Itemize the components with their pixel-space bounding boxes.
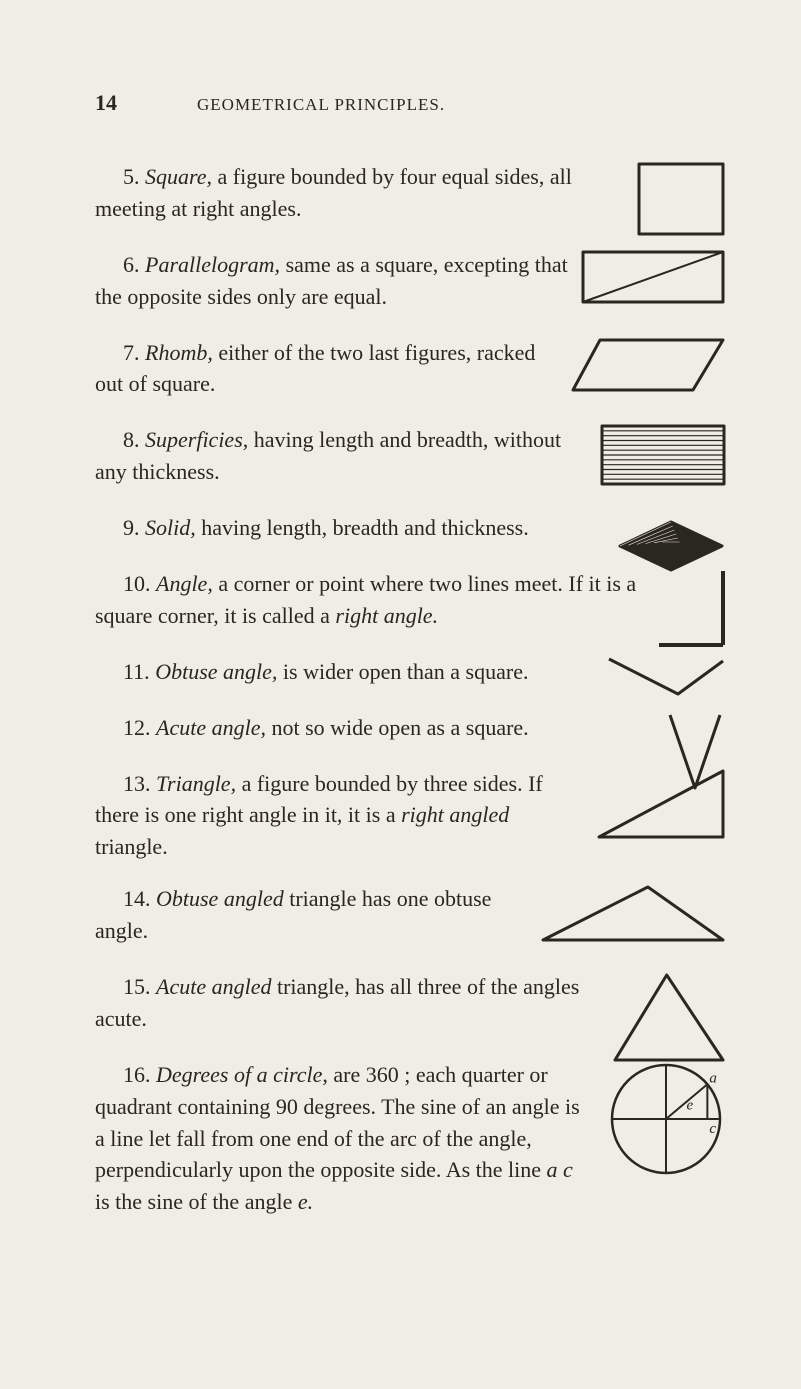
definition-entry: 10. Angle, a corner or point where two l… (95, 568, 726, 632)
svg-text:e: e (687, 1097, 694, 1113)
definition-text: 9. Solid, having length, breadth and thi… (95, 512, 605, 544)
definition-figure (656, 568, 726, 657)
definition-number: 16. (123, 1062, 156, 1087)
definition-term: Angle, (156, 571, 213, 596)
definition-figure (580, 249, 726, 314)
definition-entry: 6. Parallelogram, same as a square, exce… (95, 249, 726, 313)
definition-term: right angled (401, 802, 509, 827)
definition-number: 12. (123, 715, 156, 740)
definition-term: Rhomb, (145, 340, 213, 365)
definition-term: Square, (145, 164, 212, 189)
running-head: GEOMETRICAL PRINCIPLES. (197, 95, 445, 115)
definition-term: Obtuse angled (156, 886, 284, 911)
definition-text: 13. Triangle, a figure bounded by three … (95, 768, 587, 864)
definition-text: 10. Angle, a corner or point where two l… (95, 568, 651, 632)
definition-figure (596, 768, 726, 849)
definition-text: 7. Rhomb, either of the two last figures… (95, 337, 555, 401)
definition-entry: 9. Solid, having length, breadth and thi… (95, 512, 726, 544)
definition-term: Superficies, (145, 427, 248, 452)
definition-number: 13. (123, 771, 156, 796)
definition-body: is the sine of the angle (95, 1189, 298, 1214)
definition-text: 15. Acute angled triangle, has all three… (95, 971, 605, 1035)
definition-body: is wider open than a square. (277, 659, 528, 684)
definition-text: 11. Obtuse angle, is wider open than a s… (95, 656, 601, 688)
definition-body: triangle. (95, 834, 168, 859)
definition-term: e. (298, 1189, 313, 1214)
definition-term: Obtuse angle, (155, 659, 277, 684)
page-number: 14 (95, 90, 117, 116)
definition-number: 9. (123, 515, 145, 540)
definition-figure (606, 656, 726, 709)
definition-term: Acute angle, (156, 715, 266, 740)
definition-term: a c (547, 1157, 573, 1182)
definition-figure: a ce (606, 1059, 726, 1188)
definition-entry: 15. Acute angled triangle, has all three… (95, 971, 726, 1035)
definition-number: 8. (123, 427, 145, 452)
definition-number: 14. (123, 886, 156, 911)
definition-figure (600, 424, 726, 495)
definition-figure (540, 883, 726, 952)
definition-body: not so wide open as a square. (266, 715, 529, 740)
definition-entry: 16. Degrees of a circle, are 360 ; each … (95, 1059, 726, 1218)
svg-text:a: a (709, 1070, 717, 1086)
definition-entry: 13. Triangle, a figure bounded by three … (95, 768, 726, 864)
definition-text: 12. Acute angle, not so wide open as a s… (95, 712, 651, 744)
definition-number: 10. (123, 571, 156, 596)
definition-text: 16. Degrees of a circle, are 360 ; each … (95, 1059, 581, 1218)
definition-entry: 11. Obtuse angle, is wider open than a s… (95, 656, 726, 688)
definition-term: right angle. (335, 603, 438, 628)
definition-term: Solid, (145, 515, 196, 540)
definition-entry: 8. Superficies, having length and breadt… (95, 424, 726, 488)
definition-number: 11. (123, 659, 155, 684)
definition-entry: 14. Obtuse angled triangle has one obtus… (95, 883, 726, 947)
definition-entry: 7. Rhomb, either of the two last figures… (95, 337, 726, 401)
definition-entry: 5. Square, a figure bounded by four equa… (95, 161, 726, 225)
definition-term: Triangle, (156, 771, 236, 796)
definition-entry: 12. Acute angle, not so wide open as a s… (95, 712, 726, 744)
definition-number: 15. (123, 974, 156, 999)
definition-term: Degrees of a circle, (156, 1062, 328, 1087)
definition-text: 8. Superficies, having length and breadt… (95, 424, 585, 488)
definition-body: having length, breadth and thickness. (196, 515, 529, 540)
definition-term: Acute angled (156, 974, 271, 999)
definition-figure (636, 161, 726, 246)
definition-text: 5. Square, a figure bounded by four equa… (95, 161, 611, 225)
definition-figure (612, 971, 726, 1072)
definition-term: Parallelogram, (145, 252, 280, 277)
page-header: 14 GEOMETRICAL PRINCIPLES. (95, 90, 726, 116)
definition-text: 14. Obtuse angled triangle has one obtus… (95, 883, 535, 947)
definition-figure (570, 337, 726, 402)
definition-text: 6. Parallelogram, same as a square, exce… (95, 249, 575, 313)
definition-number: 6. (123, 252, 145, 277)
definition-number: 5. (123, 164, 145, 189)
definition-number: 7. (123, 340, 145, 365)
svg-text:c: c (709, 1121, 716, 1137)
entries-container: 5. Square, a figure bounded by four equa… (95, 161, 726, 1218)
